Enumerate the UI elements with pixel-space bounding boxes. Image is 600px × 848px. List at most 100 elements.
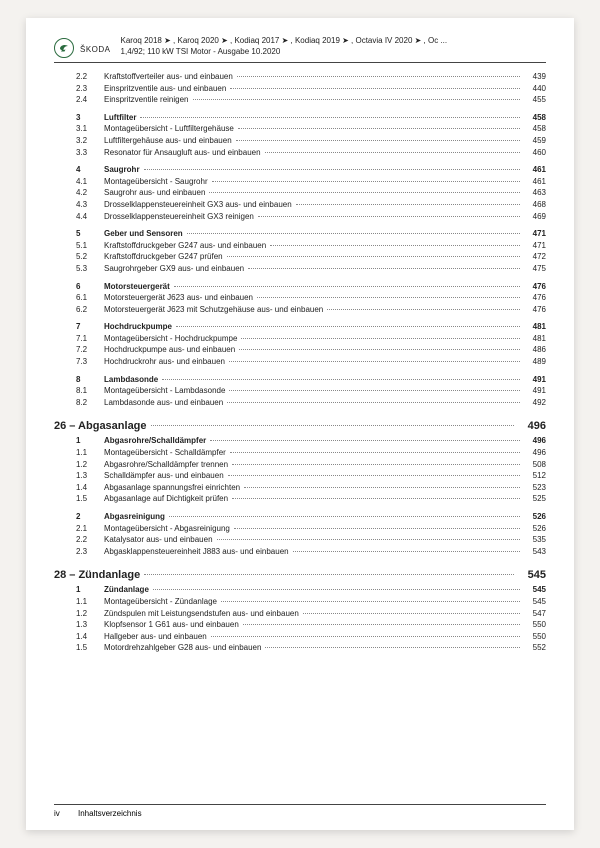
toc-entry-title: Montageübersicht - Saugrohr xyxy=(104,176,210,188)
toc-entry-page: 471 xyxy=(522,240,546,252)
toc-row: 2.2Katalysator aus- und einbauen535 xyxy=(76,534,546,546)
toc-entry-title: Zündspulen mit Leistungsendstufen aus- u… xyxy=(104,608,301,620)
toc-leader-dots xyxy=(265,152,520,153)
toc-leader-dots xyxy=(296,204,520,205)
toc-entry-page: 545 xyxy=(522,584,546,596)
toc-row: 4.2Saugrohr aus- und einbauen463 xyxy=(76,187,546,199)
skoda-logo-icon xyxy=(54,38,74,58)
toc-entry-number: 6.2 xyxy=(76,304,104,316)
toc-row: 2.2Kraftstoffverteiler aus- und einbauen… xyxy=(76,71,546,83)
toc-row: 1.5Abgasanlage auf Dichtigkeit prüfen525 xyxy=(76,493,546,505)
footer-page-number: iv xyxy=(54,809,78,818)
toc-leader-dots xyxy=(229,361,520,362)
toc-row: 3.2Luftfiltergehäuse aus- und einbauen45… xyxy=(76,135,546,147)
toc-leader-dots xyxy=(239,349,520,350)
toc-entry-title: Abgasrohre/Schalldämpfer xyxy=(104,435,208,447)
toc-entry-title: Drosselklappensteuereinheit GX3 aus- und… xyxy=(104,199,294,211)
toc-entry-number: 4.1 xyxy=(76,176,104,188)
toc-row: 2.1Montageübersicht - Abgasreinigung526 xyxy=(76,523,546,535)
toc-entry-page: 481 xyxy=(522,333,546,345)
page-footer: iv Inhaltsverzeichnis xyxy=(54,804,546,818)
toc-leader-dots xyxy=(153,589,520,590)
toc-entry-number: 1.2 xyxy=(76,459,104,471)
toc-row: 7.3Hochdruckrohr aus- und einbauen489 xyxy=(76,356,546,368)
toc-entry-page: 472 xyxy=(522,251,546,263)
toc-leader-dots xyxy=(140,117,520,118)
toc-main-groups: 3Luftfilter4583.1Montageübersicht - Luft… xyxy=(76,112,546,409)
toc-leader-dots xyxy=(244,487,520,488)
toc-row: 1.5Motordrehzahlgeber G28 aus- und einba… xyxy=(76,642,546,654)
toc-entry-number: 3 xyxy=(76,112,104,124)
toc-entry-page: 475 xyxy=(522,263,546,275)
toc-entry-number: 1.3 xyxy=(76,619,104,631)
toc-entry-title: Hochdruckpumpe xyxy=(104,321,174,333)
header-line-2: 1,4/92; 110 kW TSI Motor - Ausgabe 10.20… xyxy=(121,47,546,58)
chapter-block: 1Zündanlage5451.1Montageübersicht - Zünd… xyxy=(76,584,546,654)
toc-leader-dots xyxy=(217,539,520,540)
brand-label: ŠKODA xyxy=(80,45,111,54)
chapter-heading: 26 – Abgasanlage496 xyxy=(54,420,546,432)
toc-entry-page: 440 xyxy=(522,83,546,95)
toc-entry-number: 8 xyxy=(76,374,104,386)
toc-entry-page: 458 xyxy=(522,112,546,124)
toc-entry-page: 547 xyxy=(522,608,546,620)
toc-row: 4Saugrohr461 xyxy=(76,164,546,176)
toc-entry-number: 1.1 xyxy=(76,596,104,608)
toc-entry-page: 476 xyxy=(522,304,546,316)
toc-entry-number: 5.3 xyxy=(76,263,104,275)
toc-entry-page: 492 xyxy=(522,397,546,409)
toc-row: 5Geber und Sensoren471 xyxy=(76,228,546,240)
toc-entry-title: Abgasrohre/Schalldämpfer trennen xyxy=(104,459,230,471)
toc-leader-dots xyxy=(238,128,520,129)
toc-entry-number: 1.5 xyxy=(76,642,104,654)
toc-entry-number: 8.2 xyxy=(76,397,104,409)
toc-leader-dots xyxy=(169,516,520,517)
toc-row: 2.4Einspritzventile reinigen455 xyxy=(76,94,546,106)
toc-leader-dots xyxy=(232,498,520,499)
toc-entry-page: 545 xyxy=(522,596,546,608)
toc-entry-page: 496 xyxy=(522,435,546,447)
toc-entry-title: Abgasklappensteuereinheit J883 aus- und … xyxy=(104,546,291,558)
toc-row: 8.2Lambdasonde aus- und einbauen492 xyxy=(76,397,546,409)
toc-entry-number: 1.4 xyxy=(76,482,104,494)
toc-entry-title: Montageübersicht - Lambdasonde xyxy=(104,385,227,397)
toc-entry-number: 1.5 xyxy=(76,493,104,505)
toc-entry-number: 3.2 xyxy=(76,135,104,147)
toc-leader-dots xyxy=(232,464,520,465)
chapter-page: 496 xyxy=(516,420,546,432)
toc-entry-title: Saugrohr aus- und einbauen xyxy=(104,187,207,199)
toc-leader-dots xyxy=(237,76,520,77)
page-header: ŠKODA Karoq 2018 ➤ , Karoq 2020 ➤ , Kodi… xyxy=(54,36,546,63)
toc-leader-dots xyxy=(257,297,520,298)
toc-row: 4.4Drosselklappensteuereinheit GX3 reini… xyxy=(76,211,546,223)
toc-entry-title: Einspritzventile aus- und einbauen xyxy=(104,83,228,95)
toc-entry-page: 552 xyxy=(522,642,546,654)
toc-entry-page: 489 xyxy=(522,356,546,368)
toc-entry-number: 1 xyxy=(76,584,104,596)
toc-row: 8Lambdasonde491 xyxy=(76,374,546,386)
toc-entry-page: 476 xyxy=(522,292,546,304)
toc-entry-page: 461 xyxy=(522,176,546,188)
toc-row: 1Zündanlage545 xyxy=(76,584,546,596)
toc-leader-dots xyxy=(241,338,520,339)
toc-entry-number: 2.4 xyxy=(76,94,104,106)
toc-entry-number: 4.3 xyxy=(76,199,104,211)
toc-entry-title: Kraftstoffverteiler aus- und einbauen xyxy=(104,71,235,83)
toc-entry-number: 1 xyxy=(76,435,104,447)
toc-leader-dots xyxy=(176,326,520,327)
toc-entry-title: Montageübersicht - Abgasreinigung xyxy=(104,523,232,535)
toc-entry-title: Hochdruckpumpe aus- und einbauen xyxy=(104,344,237,356)
toc-entry-title: Kraftstoffdruckgeber G247 aus- und einba… xyxy=(104,240,268,252)
header-text: Karoq 2018 ➤ , Karoq 2020 ➤ , Kodiaq 201… xyxy=(121,36,546,58)
toc-entry-page: 458 xyxy=(522,123,546,135)
toc-entry-number: 7.3 xyxy=(76,356,104,368)
toc-row: 5.2Kraftstoffdruckgeber G247 prüfen472 xyxy=(76,251,546,263)
toc-pre-rows: 2.2Kraftstoffverteiler aus- und einbauen… xyxy=(76,71,546,106)
chapter-heading: 28 – Zündanlage545 xyxy=(54,569,546,581)
toc-leader-dots xyxy=(248,268,520,269)
toc-leader-dots xyxy=(211,636,520,637)
toc-entry-page: 535 xyxy=(522,534,546,546)
toc-entry-page: 461 xyxy=(522,164,546,176)
toc-leader-dots xyxy=(229,390,520,391)
toc-leader-dots xyxy=(265,647,520,648)
